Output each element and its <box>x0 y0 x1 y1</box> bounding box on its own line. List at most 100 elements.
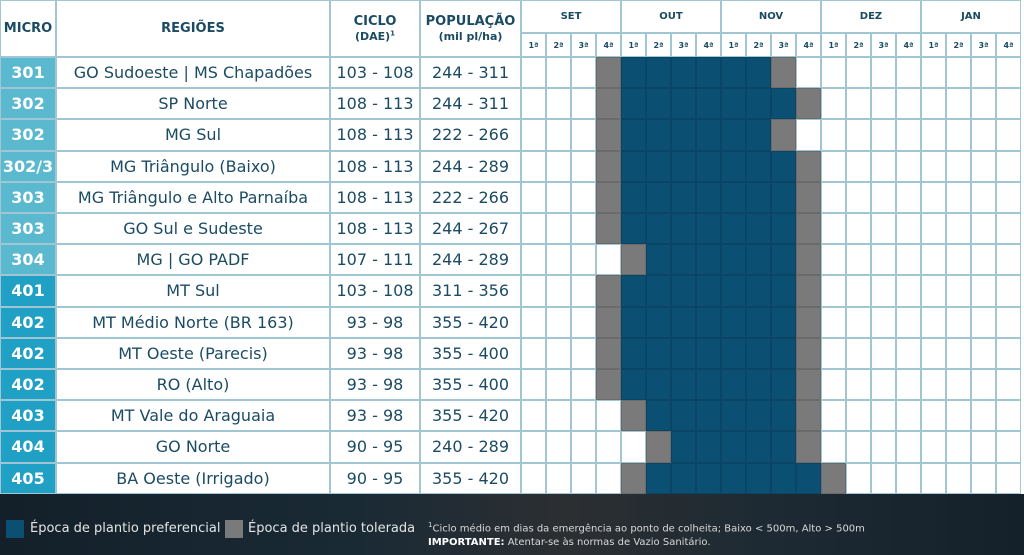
region-name: MG | GO PADF <box>136 250 250 270</box>
week-cell-empty <box>871 369 896 401</box>
week-label: 2ª <box>653 40 664 50</box>
region-name: RO (Alto) <box>156 375 230 395</box>
week-cell-empty <box>546 244 571 276</box>
week-cell-tolerated <box>796 213 821 245</box>
week-cell-empty <box>521 275 546 307</box>
week-cell-empty <box>921 369 946 401</box>
region-name: MT Sul <box>166 281 220 301</box>
week-cell-preferential <box>696 213 721 245</box>
week-cell-preferential <box>621 337 646 369</box>
row-cycle: 108 - 113 <box>330 213 420 245</box>
week-cell-preferential <box>671 275 696 307</box>
row-micro: 301 <box>0 57 56 89</box>
week-cell-empty <box>996 57 1021 89</box>
week-label: 2ª <box>753 40 764 50</box>
week-cell-empty <box>896 369 921 401</box>
week-cell-empty <box>546 213 571 245</box>
week-cell-empty <box>921 431 946 463</box>
preferential-label: Época de plantio preferencial <box>30 521 221 536</box>
row-micro: 401 <box>0 275 56 307</box>
week-cell-preferential <box>771 400 796 432</box>
population-range: 244 - 311 <box>431 63 510 83</box>
week-cell-empty <box>971 462 996 494</box>
header-week: 2ª <box>946 33 971 57</box>
week-cell-preferential <box>696 462 721 494</box>
row-cycle: 103 - 108 <box>330 275 420 307</box>
week-cell-empty <box>821 431 846 463</box>
region-name: MT Vale do Araguaia <box>110 406 276 426</box>
week-cell-preferential <box>621 119 646 151</box>
week-cell-empty <box>946 306 971 338</box>
week-cell-preferential <box>771 337 796 369</box>
week-cell-empty <box>871 213 896 245</box>
week-cell-tolerated <box>796 431 821 463</box>
micro-code: 302/3 <box>2 156 54 176</box>
week-cell-tolerated <box>796 337 821 369</box>
week-cell-preferential <box>721 119 746 151</box>
week-cell-preferential <box>621 57 646 89</box>
row-population: 244 - 289 <box>420 150 521 182</box>
week-cell-tolerated <box>821 462 846 494</box>
week-cell-preferential <box>646 57 671 89</box>
week-cell-empty <box>896 57 921 89</box>
week-cell-tolerated <box>621 400 646 432</box>
header-week: 1ª <box>521 33 546 57</box>
week-cell-preferential <box>721 337 746 369</box>
week-cell-empty <box>821 119 846 151</box>
week-cell-empty <box>546 306 571 338</box>
week-cell-preferential <box>646 150 671 182</box>
region-name: MG Triângulo (Baixo) <box>110 156 276 176</box>
week-cell-empty <box>846 400 871 432</box>
week-cell-empty <box>996 369 1021 401</box>
month-label: JAN <box>961 11 981 22</box>
week-cell-tolerated <box>796 400 821 432</box>
week-cell-empty <box>996 337 1021 369</box>
week-cell-empty <box>571 150 596 182</box>
row-cycle: 107 - 111 <box>330 244 420 276</box>
week-cell-empty <box>971 119 996 151</box>
week-cell-empty <box>571 275 596 307</box>
region-name: GO Norte <box>155 437 231 457</box>
week-cell-empty <box>521 462 546 494</box>
row-population: 355 - 420 <box>420 306 521 338</box>
micro-code: 304 <box>11 250 45 270</box>
week-cell-preferential <box>746 119 771 151</box>
week-cell-preferential <box>721 244 746 276</box>
week-cell-preferential <box>771 369 796 401</box>
week-cell-empty <box>946 213 971 245</box>
week-cell-empty <box>896 400 921 432</box>
week-cell-empty <box>571 431 596 463</box>
header-week: 3ª <box>971 33 996 57</box>
week-cell-empty <box>971 150 996 182</box>
week-cell-preferential <box>746 369 771 401</box>
week-cell-empty <box>546 400 571 432</box>
header-month-jan: JAN <box>921 0 1021 33</box>
week-cell-preferential <box>646 275 671 307</box>
row-region: MT Vale do Araguaia <box>56 400 330 432</box>
week-cell-preferential <box>671 369 696 401</box>
week-cell-empty <box>521 306 546 338</box>
week-cell-empty <box>921 337 946 369</box>
week-cell-tolerated <box>621 244 646 276</box>
week-cell-preferential <box>696 400 721 432</box>
week-cell-empty <box>971 213 996 245</box>
micro-code: 301 <box>11 63 45 83</box>
week-cell-preferential <box>746 306 771 338</box>
week-cell-empty <box>996 88 1021 120</box>
week-cell-preferential <box>721 462 746 494</box>
week-cell-empty <box>846 244 871 276</box>
cycle-range: 108 - 113 <box>336 219 414 239</box>
week-cell-tolerated <box>771 57 796 89</box>
population-range: 244 - 311 <box>431 94 510 114</box>
week-cell-tolerated <box>596 369 621 401</box>
region-name: MG Triângulo e Alto Parnaíba <box>77 187 309 207</box>
row-cycle: 108 - 113 <box>330 119 420 151</box>
week-cell-empty <box>896 119 921 151</box>
row-micro: 402 <box>0 306 56 338</box>
micro-code: 303 <box>11 219 45 239</box>
important-label: IMPORTANTE: <box>428 537 505 548</box>
week-cell-preferential <box>671 462 696 494</box>
micro-code: 405 <box>11 468 45 488</box>
week-cell-preferential <box>771 150 796 182</box>
week-cell-preferential <box>646 369 671 401</box>
